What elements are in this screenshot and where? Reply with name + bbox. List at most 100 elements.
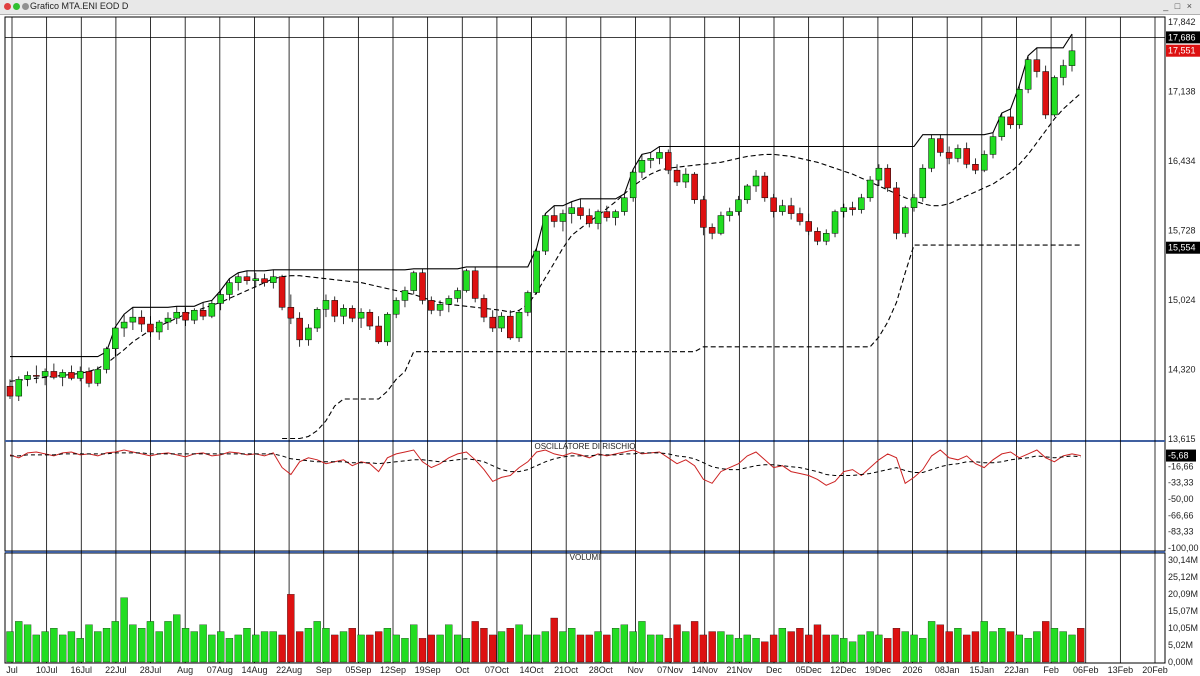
candle-body: [849, 207, 856, 210]
volume-bar: [831, 634, 839, 663]
candle-body: [278, 276, 286, 308]
candle-body: [349, 308, 356, 319]
volume-bar: [146, 621, 155, 663]
candle-body: [524, 292, 532, 313]
volume-bar: [497, 631, 506, 663]
window-title: Grafico MTA.ENI EOD D: [30, 1, 129, 11]
x-tick-label: 14Aug: [241, 665, 267, 675]
candle-body: [796, 213, 804, 222]
volume-bar: [655, 634, 664, 663]
candle-body: [612, 211, 619, 218]
volume-bar: [1006, 631, 1015, 663]
volume-bar: [190, 631, 198, 663]
candle-body: [287, 307, 295, 319]
volume-bar: [840, 638, 848, 663]
candle-body: [621, 197, 628, 212]
volume-y-tick-label: 10,05M: [1168, 623, 1198, 633]
candle-body: [305, 327, 312, 341]
volume-bar: [313, 621, 321, 663]
volume-bar: [532, 634, 541, 663]
volume-bar: [6, 631, 14, 663]
candle-body: [392, 300, 400, 315]
candle-body: [954, 148, 962, 159]
candle-body: [138, 316, 145, 325]
candle-body: [41, 371, 49, 377]
price-pane-frame: [4, 16, 1166, 442]
volume-bar: [120, 597, 128, 663]
volume-bar: [568, 628, 576, 663]
volume-bar: [173, 614, 181, 663]
volume-bar: [989, 631, 997, 663]
volume-bar: [971, 631, 980, 663]
volume-bar: [1050, 628, 1059, 663]
volume-bar: [620, 624, 629, 663]
close-dot-icon[interactable]: [4, 3, 11, 10]
x-tick-label: 08Jan: [935, 665, 960, 675]
volume-bar: [954, 628, 962, 663]
candle-body: [787, 205, 795, 214]
oscillator-title: OSCILLATORE DI RISCHIO: [534, 442, 635, 451]
x-tick-label: 12Sep: [380, 665, 406, 675]
volume-bar: [901, 631, 909, 663]
candle-body: [445, 298, 453, 305]
upper-step-line: [10, 33, 1073, 358]
price-y-tick-label: 16,434: [1168, 156, 1196, 166]
x-tick-label: Jul: [6, 665, 18, 675]
volume-y-tick-label: 15,07M: [1168, 606, 1198, 616]
candle-body: [761, 175, 769, 199]
volume-bar: [208, 634, 216, 663]
x-tick-label: 07Nov: [657, 665, 684, 675]
volume-bar: [787, 631, 795, 663]
x-tick-label: 22Jan: [1004, 665, 1029, 675]
candle-body: [717, 215, 725, 234]
volume-bar: [875, 634, 883, 663]
volume-bar: [629, 631, 637, 663]
candle-body: [94, 369, 102, 384]
maximize-dot-icon[interactable]: [13, 3, 20, 10]
volume-bar: [963, 634, 971, 663]
candle-body: [1068, 50, 1076, 66]
candle-body: [322, 300, 330, 310]
volume-bar: [295, 631, 304, 663]
candle-body: [586, 215, 593, 224]
candle-body: [217, 294, 224, 304]
x-tick-label: 05Dec: [796, 665, 823, 675]
volume-bar: [910, 634, 918, 663]
x-tick-label: 19Dec: [865, 665, 892, 675]
volume-bar: [541, 631, 550, 663]
candle-body: [1024, 59, 1032, 90]
candle-body: [682, 173, 690, 183]
volume-bar: [155, 631, 163, 663]
x-tick-label: 28Jul: [140, 665, 162, 675]
candle-body: [208, 303, 216, 317]
x-tick-label: 07Aug: [207, 665, 233, 675]
candle-body: [234, 276, 242, 283]
oscillator-y-tick-label: -16,66: [1168, 461, 1194, 471]
volume-bar: [664, 638, 672, 663]
volume-bar: [392, 634, 400, 663]
oscillator-y-tick-label: -33,33: [1168, 478, 1194, 488]
volume-bar: [67, 631, 76, 663]
volume-bar: [1033, 631, 1041, 663]
volume-bar: [50, 628, 58, 663]
volume-bar: [471, 621, 479, 663]
candle-body: [515, 311, 523, 339]
candle-body: [638, 160, 646, 173]
candle-body: [752, 175, 760, 187]
candle-body: [419, 272, 426, 301]
volume-bar: [129, 624, 137, 663]
candle-body: [50, 371, 58, 378]
volume-bar: [59, 634, 67, 663]
value-tag: [1166, 44, 1200, 57]
candle-body: [59, 372, 66, 378]
window-controls[interactable]: _ □ ×: [1163, 1, 1194, 11]
candle-body: [261, 278, 268, 283]
x-tick-label: Aug: [177, 665, 193, 675]
candle-body: [805, 221, 812, 232]
arrow-dot-icon[interactable]: [22, 3, 29, 10]
candle-body: [6, 385, 14, 397]
candle-body: [875, 167, 883, 181]
x-tick-label: 14Oct: [520, 665, 545, 675]
volume-bar: [1024, 638, 1032, 663]
volume-bar: [708, 631, 716, 663]
